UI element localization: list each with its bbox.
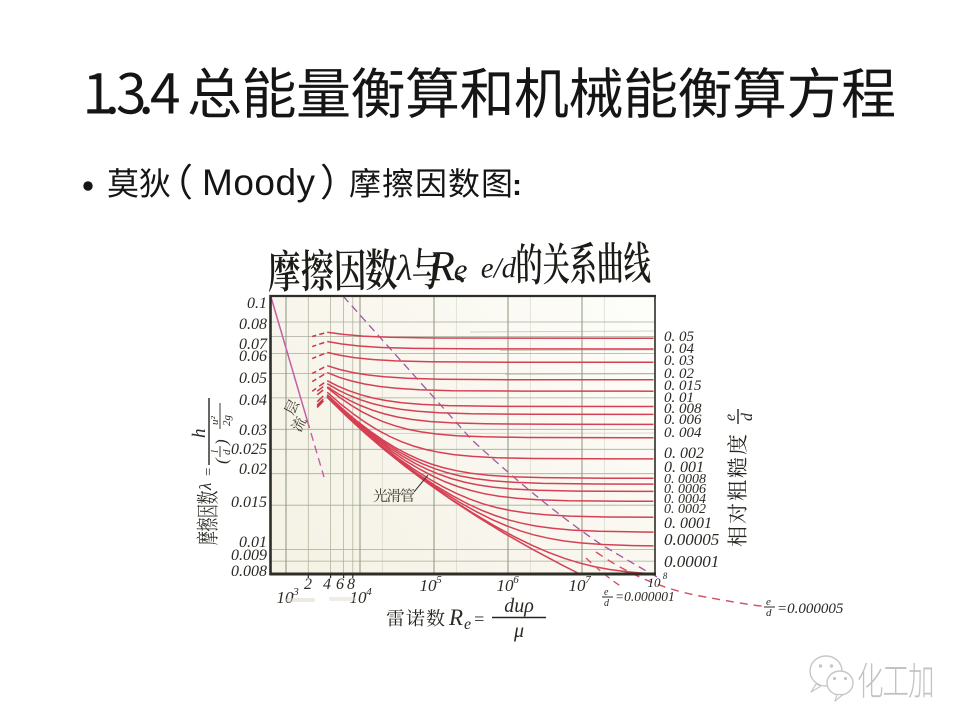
svg-text:4: 4 <box>323 576 331 593</box>
svg-text:6: 6 <box>336 576 344 593</box>
svg-text:4: 4 <box>366 586 372 598</box>
svg-text:8: 8 <box>663 571 668 581</box>
svg-text:0.03: 0.03 <box>239 422 267 439</box>
svg-text:0. 006: 0. 006 <box>664 412 702 428</box>
svg-text::: : <box>512 169 522 202</box>
svg-text:0. 05: 0. 05 <box>664 329 695 345</box>
svg-text:0.06: 0.06 <box>239 348 267 365</box>
svg-text:0. 01: 0. 01 <box>664 390 694 406</box>
svg-text:λ: λ <box>395 248 412 288</box>
svg-text:d: d <box>604 598 610 609</box>
svg-text:0.00001: 0.00001 <box>664 552 719 571</box>
svg-text:2g: 2g <box>221 415 233 427</box>
svg-text:0.009: 0.009 <box>231 547 267 564</box>
svg-text:5: 5 <box>436 574 442 586</box>
svg-text:6: 6 <box>513 574 519 586</box>
svg-text:e: e <box>453 252 468 287</box>
svg-text:0.05: 0.05 <box>239 370 267 387</box>
svg-text:0. 001: 0. 001 <box>664 459 704 476</box>
svg-text:0. 0008: 0. 0008 <box>664 472 706 487</box>
svg-text:l: l <box>209 450 221 453</box>
svg-text:e: e <box>464 616 471 633</box>
svg-text:=: = <box>473 609 485 629</box>
svg-text:e: e <box>604 587 609 598</box>
svg-text:e/d: e/d <box>480 252 516 285</box>
svg-text:0. 02: 0. 02 <box>664 366 695 382</box>
svg-text:R: R <box>448 605 463 630</box>
svg-text:): ) <box>212 439 231 446</box>
svg-text:(: ( <box>212 457 231 464</box>
svg-text:d: d <box>766 607 772 619</box>
svg-text:0. 0002: 0. 0002 <box>664 502 706 517</box>
svg-text:0. 015: 0. 015 <box>664 378 702 394</box>
svg-text:h: h <box>189 429 210 439</box>
svg-text:0. 03: 0. 03 <box>664 353 694 369</box>
svg-text:0.04: 0.04 <box>239 392 267 409</box>
svg-text:0. 004: 0. 004 <box>664 425 702 441</box>
svg-text:d: d <box>739 412 756 421</box>
svg-text:0. 0006: 0. 0006 <box>664 482 706 497</box>
svg-text:d: d <box>221 449 233 455</box>
svg-text:Moody: Moody <box>202 162 316 203</box>
svg-text:e: e <box>766 596 771 608</box>
svg-text:e: e <box>722 414 739 421</box>
svg-text:2: 2 <box>304 576 312 593</box>
svg-text:0. 0004: 0. 0004 <box>664 492 706 507</box>
svg-text:duρ: duρ <box>504 595 534 617</box>
svg-text:0.02: 0.02 <box>239 461 267 478</box>
svg-text:0.008: 0.008 <box>231 563 267 580</box>
svg-text:10: 10 <box>350 588 368 607</box>
svg-text:μ: μ <box>513 620 524 642</box>
svg-text:0. 04: 0. 04 <box>664 341 695 357</box>
svg-text:R: R <box>427 243 455 290</box>
svg-text:λ: λ <box>196 483 215 491</box>
svg-text:=: = <box>201 467 217 477</box>
svg-text:u²: u² <box>209 416 221 426</box>
svg-text:0.07: 0.07 <box>239 336 268 353</box>
svg-text:10: 10 <box>277 588 295 607</box>
svg-text:10: 10 <box>497 576 515 595</box>
svg-text:0. 008: 0. 008 <box>664 401 702 417</box>
svg-text:0. 002: 0. 002 <box>664 445 704 462</box>
svg-text:0.00005: 0.00005 <box>664 530 719 549</box>
svg-text:0.01: 0.01 <box>239 534 267 551</box>
svg-text:0.025: 0.025 <box>231 441 267 458</box>
svg-text:=0.000005: =0.000005 <box>777 601 844 617</box>
svg-text:0.1: 0.1 <box>247 295 267 312</box>
svg-text:8: 8 <box>347 576 355 593</box>
svg-text:7: 7 <box>585 574 591 586</box>
svg-text:0.015: 0.015 <box>231 494 267 511</box>
svg-text:10: 10 <box>569 576 587 595</box>
svg-text:0. 0001: 0. 0001 <box>664 515 712 532</box>
svg-text:3: 3 <box>292 586 299 598</box>
svg-text:=0.000001: =0.000001 <box>615 589 675 604</box>
svg-text:0.08: 0.08 <box>239 316 267 333</box>
svg-text:10: 10 <box>420 576 438 595</box>
svg-text:10: 10 <box>648 575 662 590</box>
